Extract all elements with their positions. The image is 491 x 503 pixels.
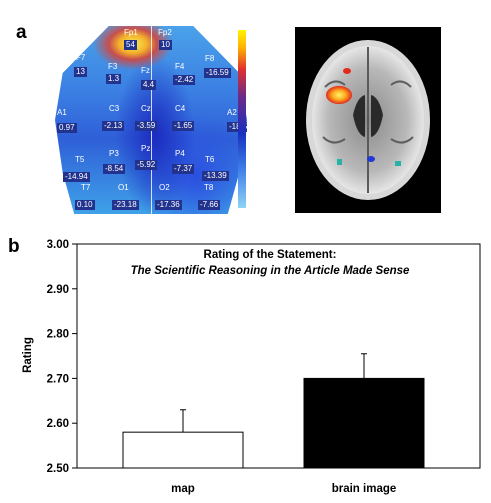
brain-scan-image	[306, 40, 430, 200]
electrode-value-fp2: 10	[159, 40, 172, 50]
y-tick-label: 2.90	[47, 284, 69, 296]
right-ventricle	[371, 95, 383, 137]
panel-label-b: b	[8, 236, 20, 257]
medial-blue-activation	[367, 156, 375, 162]
electrode-name-fp2: Fp2	[158, 28, 172, 37]
chart-title: Rating of the Statement:	[204, 249, 337, 261]
frontal-activation	[326, 86, 352, 104]
electrode-value-t6: -13.39	[202, 171, 229, 181]
electrode-value-cz: -3.59	[135, 121, 158, 131]
electrode-name-f4: F4	[175, 62, 185, 71]
electrode-name-cz: Cz	[141, 104, 151, 113]
brain-image-panel	[295, 27, 441, 213]
electrode-value-fz: 4.4	[141, 80, 157, 90]
electrode-name-t7: T7	[81, 183, 91, 192]
electrode-name-fz: Fz	[141, 66, 150, 75]
electrode-name-f7: F7	[76, 53, 86, 62]
y-tick-label: 2.80	[47, 329, 69, 341]
electrode-name-o2: O2	[159, 183, 170, 192]
y-tick-label: 2.60	[47, 418, 69, 430]
electrode-name-f3: F3	[108, 62, 118, 71]
left-blue-activation	[337, 159, 342, 165]
panel-label-a: a	[16, 22, 27, 43]
electrode-value-t5: -14.94	[63, 172, 90, 182]
electrode-value-f4: -2.42	[173, 75, 196, 85]
electrode-value-f3: 1.3	[106, 74, 122, 84]
electrode-name-a2: A2	[227, 108, 237, 117]
rating-bar-chart: Rating of the Statement: The Scientific …	[22, 239, 481, 495]
left-ventricle	[353, 95, 365, 137]
y-tick-label: 2.50	[47, 463, 69, 475]
sulci	[322, 80, 414, 144]
electrode-name-f8: F8	[205, 54, 215, 63]
y-tick-label: 2.70	[47, 373, 69, 385]
x-tick-label: brain image	[332, 483, 397, 495]
eeg-topographic-map: Fp1 54 Fp2 10 F7 13 F3 1.3 Fz 4.4 F4 -2.42 F8 -16.59 A…	[55, 26, 247, 214]
chart-marks: 2.50 2.60 2.70 2.80 2.90 3.00 map brain image	[47, 239, 481, 495]
chart-subtitle: The Scientific Reasoning in the Article …	[131, 265, 410, 277]
electrode-value-f7: 13	[74, 67, 87, 77]
electrode-value-p4: -7.37	[172, 164, 195, 174]
right-blue-activation	[395, 161, 401, 166]
electrode-name-t8: T8	[204, 183, 214, 192]
x-tick-label: map	[171, 483, 195, 495]
electrode-name-pz: Pz	[141, 144, 151, 153]
electrode-name-t5: T5	[75, 155, 85, 164]
electrode-value-fp1: 54	[124, 40, 137, 50]
bar-brain-image	[303, 377, 425, 469]
electrode-value-a1: 0.97	[57, 123, 77, 133]
bar-map	[122, 431, 244, 469]
electrode-value-pz: -5.92	[135, 160, 158, 170]
electrode-name-a1: A1	[57, 108, 67, 117]
electrode-name-o1: O1	[118, 183, 129, 192]
electrode-value-t7: 0.10	[75, 200, 95, 210]
electrode-name-p4: P4	[175, 149, 185, 158]
color-scale-bar	[238, 30, 246, 208]
electrode-name-c3: C3	[109, 104, 120, 113]
electrode-name-t6: T6	[205, 155, 215, 164]
electrode-name-fp1: Fp1	[124, 28, 138, 37]
electrode-name-c4: C4	[175, 104, 186, 113]
topo-midline	[151, 26, 152, 214]
electrode-value-f8: -16.59	[204, 68, 231, 78]
electrode-value-o1: -23.18	[112, 200, 139, 210]
electrode-value-o2: -17.36	[155, 200, 182, 210]
small-activation	[343, 68, 351, 74]
electrode-value-c3: -2.13	[102, 121, 125, 131]
electrode-value-t8: -7.66	[198, 200, 221, 210]
y-tick-label: 3.00	[47, 239, 69, 251]
electrode-value-c4: -1.65	[172, 121, 195, 131]
electrode-value-p3: -8.54	[103, 164, 126, 174]
plot-frame	[76, 243, 481, 469]
y-axis-title: Rating	[22, 337, 34, 373]
electrode-name-p3: P3	[109, 149, 119, 158]
